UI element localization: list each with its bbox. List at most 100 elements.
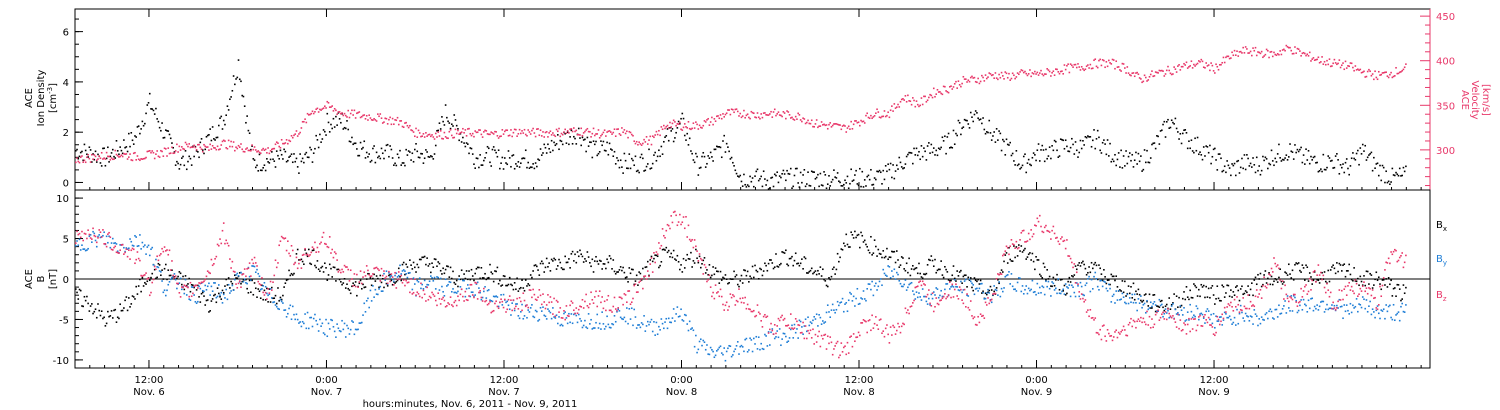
b-y-point [543,314,546,317]
density-point [251,145,253,147]
velocity-point [591,132,594,135]
b-z-point [370,275,373,277]
b-x-point [1138,293,1141,296]
b-x-point [1230,289,1232,291]
density-point [788,173,791,175]
b-x-point [476,266,479,269]
density-point [1304,163,1306,165]
density-point [217,124,220,127]
velocity-point [331,105,334,107]
b-y-point [224,297,226,299]
density-point [1202,146,1205,148]
velocity-point [1305,54,1307,57]
b-x-point [1022,249,1025,252]
b-y-point [1403,311,1406,313]
density-point [1306,159,1309,161]
b-y-point [834,311,836,314]
b-x-point [215,301,218,304]
velocity-point [291,136,294,139]
b-y-point [597,327,600,329]
velocity-point [1151,70,1153,72]
b-z-point [570,300,573,303]
b-y-point [1005,274,1008,277]
b-z-point [381,274,384,277]
density-point [264,169,267,172]
b-x-point [624,276,627,279]
b-x-point [450,277,453,280]
b-z-point [304,247,306,250]
b-x-point [103,316,105,319]
b-z-point [395,287,398,289]
velocity-point [210,148,213,150]
b-y-point [776,330,779,332]
velocity-point [333,107,336,110]
velocity-point [1147,79,1150,81]
b-y-point [611,322,613,325]
b-y-point [738,353,740,355]
velocity-point [131,159,134,162]
b-y-point [1032,291,1035,294]
velocity-point [1377,70,1380,73]
b-x-point [155,277,157,280]
b-y-point [197,300,199,303]
density-point [1231,163,1233,165]
b-y-point [379,285,382,288]
velocity-point [351,109,353,112]
b-x-point [204,304,207,306]
b-x-point [1100,273,1103,275]
b-y-point [709,346,712,349]
b-x-point [926,264,929,266]
b-z-point [203,280,205,283]
density-point [528,167,531,170]
velocity-point [803,118,806,120]
b-x-point [326,279,329,281]
velocity-point [908,100,910,102]
velocity-point [769,113,771,115]
density-point [792,185,795,188]
b-y-point [83,248,86,250]
b-x-point [348,289,351,291]
b-x-point [872,252,875,254]
b-x-point [1201,286,1204,288]
b-y-point [718,346,721,349]
velocity-point [336,113,338,116]
density-point [460,141,463,143]
density-point [481,164,484,166]
b-y-point [142,245,145,248]
b-y-point [82,248,84,250]
density-point [905,155,908,158]
velocity-point [1355,69,1358,71]
b-y-point [780,344,782,347]
velocity-point [823,123,825,126]
b-y-point [1130,301,1132,304]
b-x-point [1249,288,1252,291]
density-point [730,156,733,159]
velocity-point [178,145,181,148]
velocity-point [560,132,563,135]
density-point [566,131,569,133]
density-point [671,128,674,130]
b-z-point [126,255,129,258]
b-x-point [120,309,123,312]
b-x-point [389,273,391,276]
b-x-point [644,266,647,269]
b-y-point [1170,305,1173,307]
velocity-point [280,138,283,141]
b-x-point [342,282,345,284]
velocity-point [518,128,521,131]
b-z-point [320,241,322,244]
b-y-point [465,287,468,290]
b-x-point [842,242,845,245]
velocity-point [307,114,310,116]
b-x-point [77,298,80,300]
density-point [836,172,839,174]
density-point [1152,142,1154,145]
density-point [404,164,406,167]
velocity-point [972,77,975,79]
b-z-point [188,295,191,298]
density-point [834,176,836,178]
b-x-point [431,262,433,265]
b-y-point [692,329,695,332]
b-y-point [277,307,279,310]
b-y-point [1241,311,1243,314]
